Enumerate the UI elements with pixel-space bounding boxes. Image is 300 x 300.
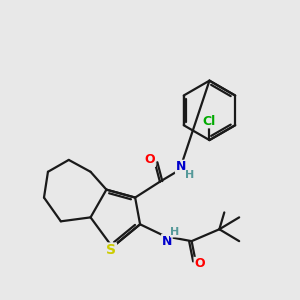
Text: O: O (194, 257, 205, 270)
Text: Cl: Cl (203, 115, 216, 128)
Text: N: N (176, 160, 186, 173)
Text: S: S (106, 243, 116, 257)
Text: H: H (185, 170, 194, 180)
Text: H: H (170, 227, 179, 237)
Text: O: O (145, 153, 155, 167)
Text: N: N (162, 235, 172, 248)
